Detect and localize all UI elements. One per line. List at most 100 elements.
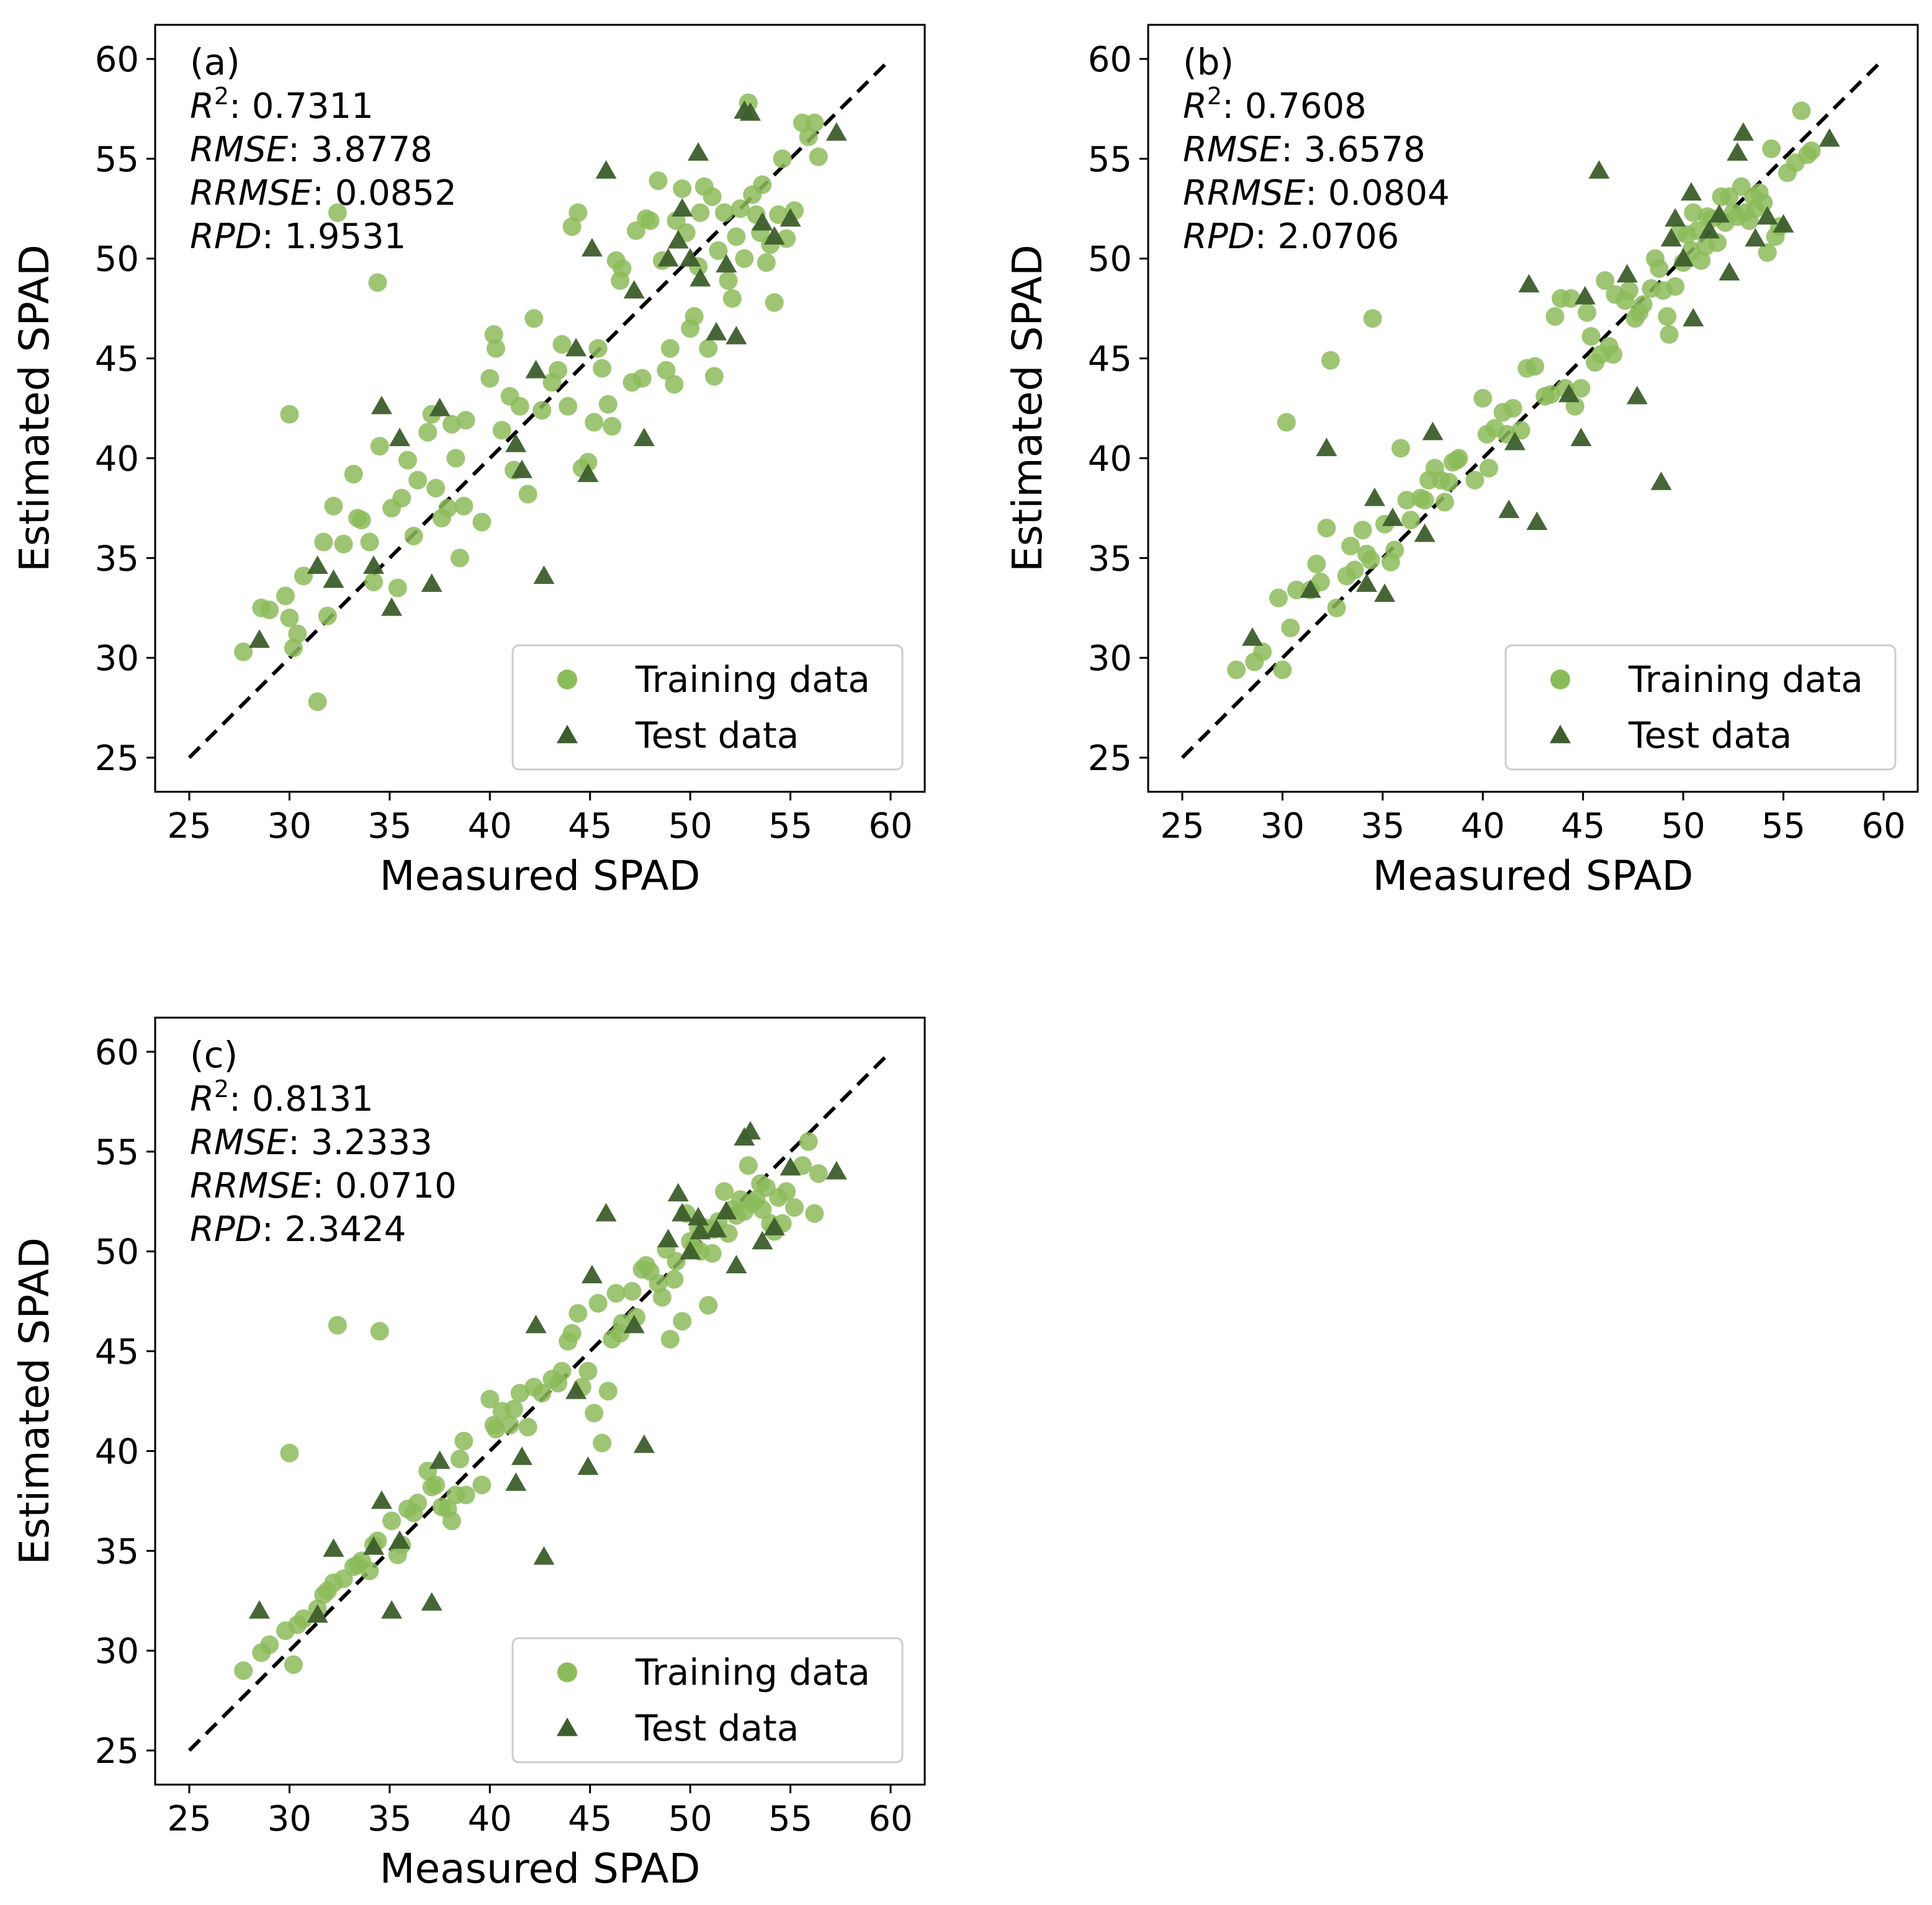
- training-point: [1561, 289, 1581, 308]
- test-point: [1356, 573, 1378, 592]
- y-tick-label: 30: [1088, 639, 1132, 679]
- training-point: [578, 1361, 598, 1381]
- training-point: [562, 1324, 582, 1343]
- legend-box: [511, 644, 904, 771]
- y-tick-label: 45: [95, 339, 139, 380]
- stat-value: : 3.2333: [288, 1123, 433, 1163]
- training-point: [442, 415, 461, 434]
- test-point: [1588, 160, 1610, 179]
- test-point: [421, 1592, 443, 1611]
- x-tick-label: 60: [868, 806, 912, 846]
- training-point: [598, 395, 618, 414]
- training-point: [765, 293, 784, 312]
- test-point: [740, 102, 761, 121]
- test-point: [825, 122, 847, 141]
- y-tick-label: 30: [95, 639, 139, 679]
- test-point: [1414, 523, 1436, 542]
- stat-value: : 3.6578: [1281, 130, 1426, 170]
- training-point: [294, 1609, 313, 1628]
- training-point: [611, 1324, 630, 1343]
- training-point: [408, 1494, 428, 1513]
- training-point: [1666, 277, 1685, 296]
- training-point: [703, 1244, 722, 1263]
- training-point: [456, 1486, 475, 1505]
- y-tick-label: 35: [95, 1531, 139, 1572]
- test-point: [1650, 472, 1672, 490]
- training-point: [260, 1635, 279, 1654]
- training-point: [593, 359, 612, 378]
- test-point: [623, 280, 645, 298]
- training-point: [1327, 598, 1346, 617]
- stat-name: R: [1183, 86, 1207, 127]
- training-point: [1578, 303, 1597, 322]
- series-test: [1242, 122, 1840, 646]
- legend-box: [511, 1637, 904, 1764]
- training-point: [1397, 490, 1416, 509]
- stat-name: RPD: [190, 1209, 262, 1250]
- training-point: [368, 273, 387, 292]
- x-tick-label: 35: [367, 806, 411, 846]
- legend-test-marker: [557, 1718, 578, 1736]
- test-point: [323, 1538, 344, 1557]
- test-point: [371, 395, 392, 415]
- training-point: [1449, 449, 1468, 468]
- training-point: [442, 1512, 461, 1531]
- training-point: [308, 692, 327, 711]
- training-point: [1633, 295, 1653, 314]
- test-point: [1733, 122, 1754, 141]
- training-point: [284, 1655, 303, 1674]
- y-tick-label: 25: [95, 1731, 139, 1772]
- training-point: [438, 498, 457, 518]
- test-point: [429, 1450, 451, 1469]
- training-point: [1684, 203, 1703, 222]
- test-point: [323, 569, 344, 588]
- training-point: [1754, 193, 1773, 212]
- stat-superscript: 2: [214, 1075, 229, 1103]
- y-tick-label: 25: [95, 738, 139, 779]
- stat-value: : 2.3424: [262, 1209, 407, 1250]
- stat-line-rmse: RMSE: 3.8778: [190, 130, 433, 170]
- test-point: [780, 208, 801, 227]
- test-point: [672, 1203, 693, 1222]
- y-tick-label: 50: [95, 240, 139, 280]
- y-axis-label: Estimated SPAD: [1004, 244, 1051, 572]
- test-point: [706, 1219, 727, 1238]
- test-point: [657, 248, 679, 267]
- training-point: [486, 1420, 505, 1439]
- training-point: [505, 1399, 524, 1419]
- x-tick-label: 35: [1360, 806, 1404, 846]
- training-point: [757, 253, 776, 272]
- training-point: [799, 1132, 818, 1151]
- training-point: [532, 401, 552, 420]
- training-point: [1658, 307, 1677, 326]
- training-point: [280, 405, 299, 424]
- training-point: [1792, 101, 1811, 120]
- training-point: [480, 369, 500, 388]
- test-point: [1518, 274, 1540, 293]
- test-point: [763, 1217, 785, 1235]
- test-point: [525, 1314, 547, 1334]
- training-point: [578, 452, 598, 472]
- stat-line-rmse: RMSE: 3.6578: [1183, 130, 1426, 170]
- test-point: [1745, 228, 1766, 247]
- test-point: [1242, 627, 1263, 646]
- y-tick-label: 30: [95, 1631, 139, 1672]
- training-point: [234, 1661, 253, 1680]
- training-point: [398, 450, 417, 470]
- x-tick-label: 55: [768, 1799, 812, 1839]
- series-training: [234, 93, 828, 711]
- training-point: [552, 1361, 572, 1381]
- training-point: [588, 339, 608, 358]
- training-point: [360, 532, 379, 552]
- legend-training-label: Training data: [1628, 658, 1863, 701]
- training-point: [484, 325, 503, 344]
- test-point: [726, 1255, 747, 1273]
- training-point: [805, 113, 824, 132]
- test-point: [657, 1229, 679, 1248]
- training-point: [456, 411, 475, 430]
- x-tick-label: 60: [1861, 806, 1905, 846]
- stat-line-r: R2: 0.8131: [190, 1075, 374, 1119]
- test-point: [690, 1221, 711, 1240]
- y-tick-label: 45: [95, 1332, 139, 1373]
- scatter-panel-3: 25 30 35 40 45 50 55 60 25 30 35 40 45 50 55 60 Measured…: [11, 1016, 926, 1893]
